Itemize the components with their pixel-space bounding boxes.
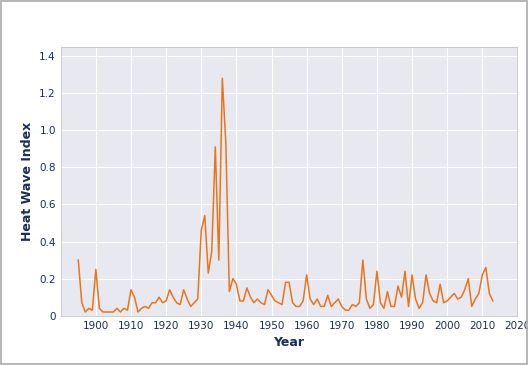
- Text: Figure 1.: Figure 1.: [8, 13, 67, 26]
- Y-axis label: Heat Wave Index: Heat Wave Index: [21, 122, 34, 241]
- X-axis label: Year: Year: [274, 336, 305, 349]
- Text: U.S. Annual Heat Wave Index, 1895–2013: U.S. Annual Heat Wave Index, 1895–2013: [60, 13, 312, 26]
